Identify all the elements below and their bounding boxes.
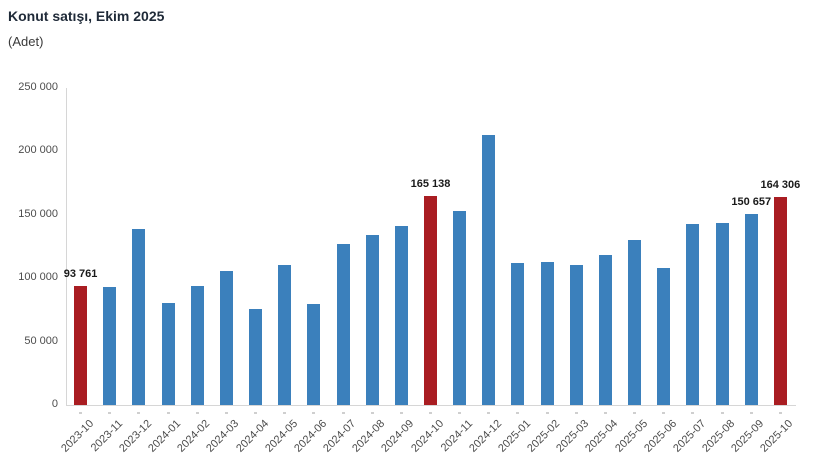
y-tick-label: 250 000 — [18, 81, 58, 93]
x-axis-tick — [545, 412, 549, 414]
bar-2025-01[interactable] — [511, 262, 525, 405]
bar-value-label-2025-09: 150 657 — [731, 195, 772, 208]
x-axis-tick — [224, 412, 228, 414]
x-axis-tick — [312, 412, 316, 414]
bar-2025-07[interactable] — [686, 223, 700, 405]
x-axis-tick — [662, 412, 666, 414]
x-axis-tick — [166, 412, 170, 414]
bar-2025-08[interactable] — [715, 223, 729, 405]
x-axis-tick — [603, 412, 607, 414]
x-axis-tick — [516, 412, 520, 414]
y-tick-label: 50 000 — [24, 334, 58, 347]
x-axis-tick — [574, 412, 578, 414]
y-tick-label: 100 000 — [18, 271, 58, 284]
bar-2025-04[interactable] — [598, 254, 612, 405]
x-axis-tick — [487, 412, 491, 414]
bar-2025-09[interactable] — [744, 213, 758, 405]
x-axis-tick — [429, 412, 432, 414]
bar-2025-02[interactable] — [540, 261, 554, 405]
bar-2025-10[interactable] — [773, 196, 787, 405]
x-axis-tick — [778, 412, 782, 414]
plot-area — [66, 88, 796, 406]
bar-2023-12[interactable] — [132, 229, 146, 405]
bar-2024-08[interactable] — [365, 234, 379, 405]
x-axis-tick — [633, 412, 637, 414]
x-axis-tick — [749, 412, 753, 414]
chart-title: Konut satışı, Ekim 2025 — [8, 8, 165, 24]
chart-subtitle: (Adet) — [8, 34, 44, 49]
bar-value-label-2024-10: 165 138 — [410, 177, 451, 190]
bar-value-label-2025-10: 164 306 — [760, 178, 801, 191]
y-tick-label: 200 000 — [18, 144, 58, 157]
x-axis-tick — [283, 412, 287, 414]
bar-2024-12[interactable] — [482, 135, 496, 405]
bar-2025-06[interactable] — [657, 268, 671, 405]
x-axis-tick — [370, 412, 374, 414]
bar-2024-02[interactable] — [190, 285, 204, 405]
bar-2023-11[interactable] — [103, 286, 117, 405]
bar-2024-05[interactable] — [278, 264, 292, 405]
y-tick-label: 150 000 — [18, 207, 58, 220]
bar-2024-03[interactable] — [219, 271, 233, 405]
x-axis-tick — [720, 412, 724, 414]
bar-2023-10[interactable] — [74, 286, 88, 405]
y-tick-label: 0 — [51, 398, 58, 410]
x-axis-tick — [341, 412, 345, 414]
x-axis-tick — [195, 412, 199, 414]
bar-2024-06[interactable] — [307, 304, 321, 405]
x-axis-tick — [108, 412, 112, 414]
bar-2025-05[interactable] — [628, 240, 642, 405]
x-axis-tick — [399, 412, 403, 414]
bar-2024-09[interactable] — [394, 226, 408, 405]
bar-value-label-2023-10: 93 761 — [63, 268, 98, 281]
x-axis-tick — [458, 412, 462, 414]
x-axis-tick — [254, 412, 258, 414]
bar-2024-04[interactable] — [249, 309, 263, 405]
bar-2025-03[interactable] — [569, 264, 583, 405]
x-axis-tick — [137, 412, 141, 414]
bar-2024-10[interactable] — [424, 195, 437, 405]
x-axis-tick — [79, 412, 83, 414]
bar-2024-07[interactable] — [336, 243, 350, 405]
bar-2024-11[interactable] — [453, 210, 467, 405]
x-axis-tick — [691, 412, 695, 414]
bar-2024-01[interactable] — [161, 303, 175, 405]
